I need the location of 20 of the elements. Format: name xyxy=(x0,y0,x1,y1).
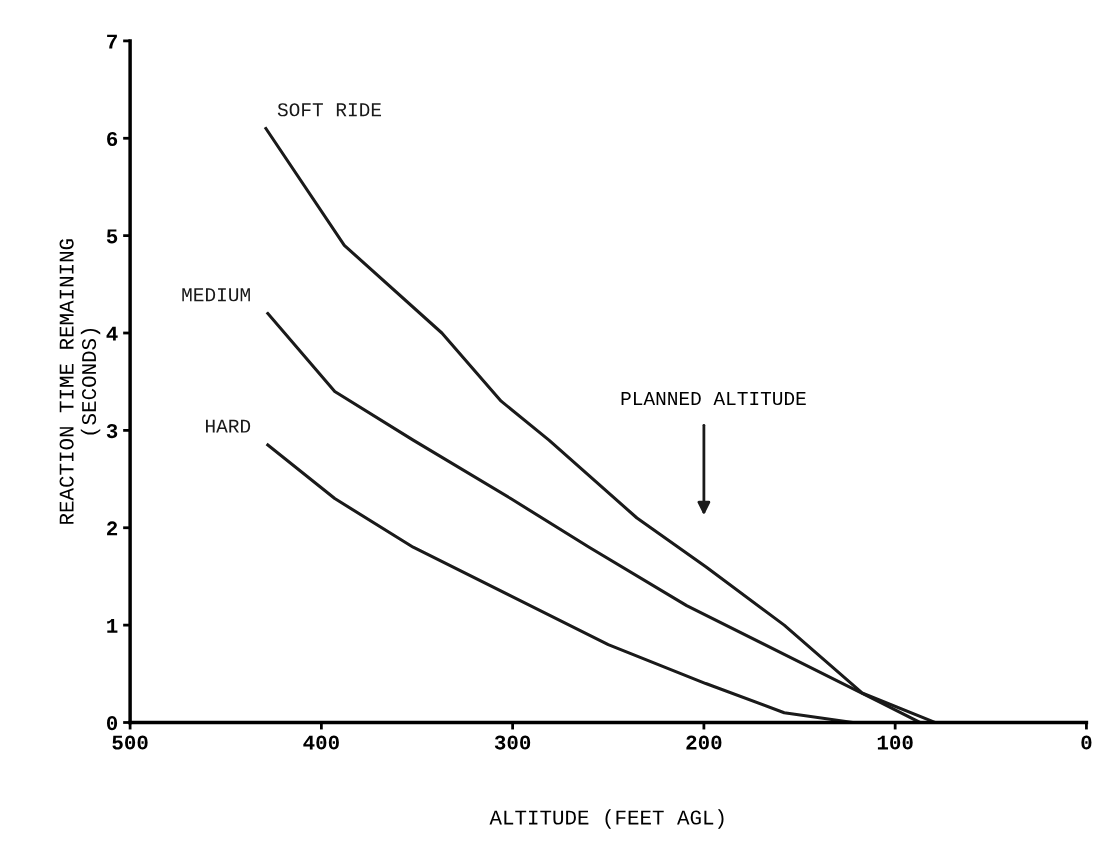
y-tick-label: 7 xyxy=(107,34,117,49)
y-tick-label: 2 xyxy=(107,521,118,536)
y-tick-label: 0 xyxy=(106,716,118,731)
series-label: SOFT RIDE xyxy=(277,103,382,117)
series-label: MEDIUM xyxy=(182,288,250,302)
y-tick-label: 6 xyxy=(107,131,118,147)
x-tick-label: 200 xyxy=(686,735,722,750)
y-axis-title: REACTION TIME REMAINING (SECONDS) xyxy=(59,239,101,524)
annotation: PLANNED ALTITUDE xyxy=(621,392,806,406)
x-tick-label: 400 xyxy=(303,735,339,750)
y-tick-label: 3 xyxy=(106,423,118,439)
x-axis-title: ALTITUDE (FEET AGL) xyxy=(489,809,724,829)
x-tick-label: 0 xyxy=(1081,735,1092,750)
x-tick-label: 100 xyxy=(877,735,913,750)
x-tick-label: 300 xyxy=(494,735,531,750)
y-tick-label: 4 xyxy=(106,326,118,341)
x-tick-label: 500 xyxy=(112,735,148,750)
y-tick-label: 1 xyxy=(107,618,118,633)
y-tick-label: 5 xyxy=(106,229,118,244)
series-label: HARD xyxy=(206,419,251,433)
